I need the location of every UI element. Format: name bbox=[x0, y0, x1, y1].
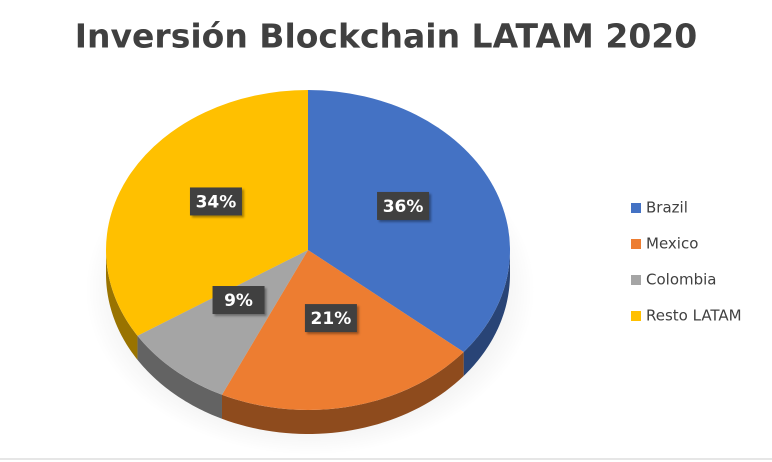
slice-side bbox=[463, 250, 510, 376]
legend-box bbox=[622, 188, 758, 336]
value-label: 34% bbox=[196, 192, 237, 212]
value-label-box bbox=[304, 304, 357, 333]
slice bbox=[137, 250, 308, 395]
slice-side bbox=[106, 250, 138, 360]
slice-side bbox=[137, 335, 222, 419]
legend-label: Colombia bbox=[646, 271, 717, 289]
value-label: 36% bbox=[383, 197, 424, 217]
value-label-box bbox=[212, 286, 265, 315]
slice bbox=[308, 90, 510, 352]
value-label: 21% bbox=[311, 309, 352, 329]
chart-title: Inversión Blockchain LATAM 2020 bbox=[75, 17, 697, 56]
legend-swatch bbox=[631, 275, 641, 285]
value-label: 9% bbox=[224, 291, 253, 311]
legend-label: Brazil bbox=[646, 199, 688, 217]
legend-swatch bbox=[631, 203, 641, 213]
legend-label: Resto LATAM bbox=[646, 307, 742, 325]
slice-side bbox=[221, 351, 464, 434]
legend-swatch bbox=[631, 311, 641, 321]
value-label-box bbox=[377, 191, 430, 220]
legend-label: Mexico bbox=[646, 235, 698, 253]
value-label-box bbox=[189, 187, 242, 216]
legend-swatch bbox=[631, 239, 641, 249]
